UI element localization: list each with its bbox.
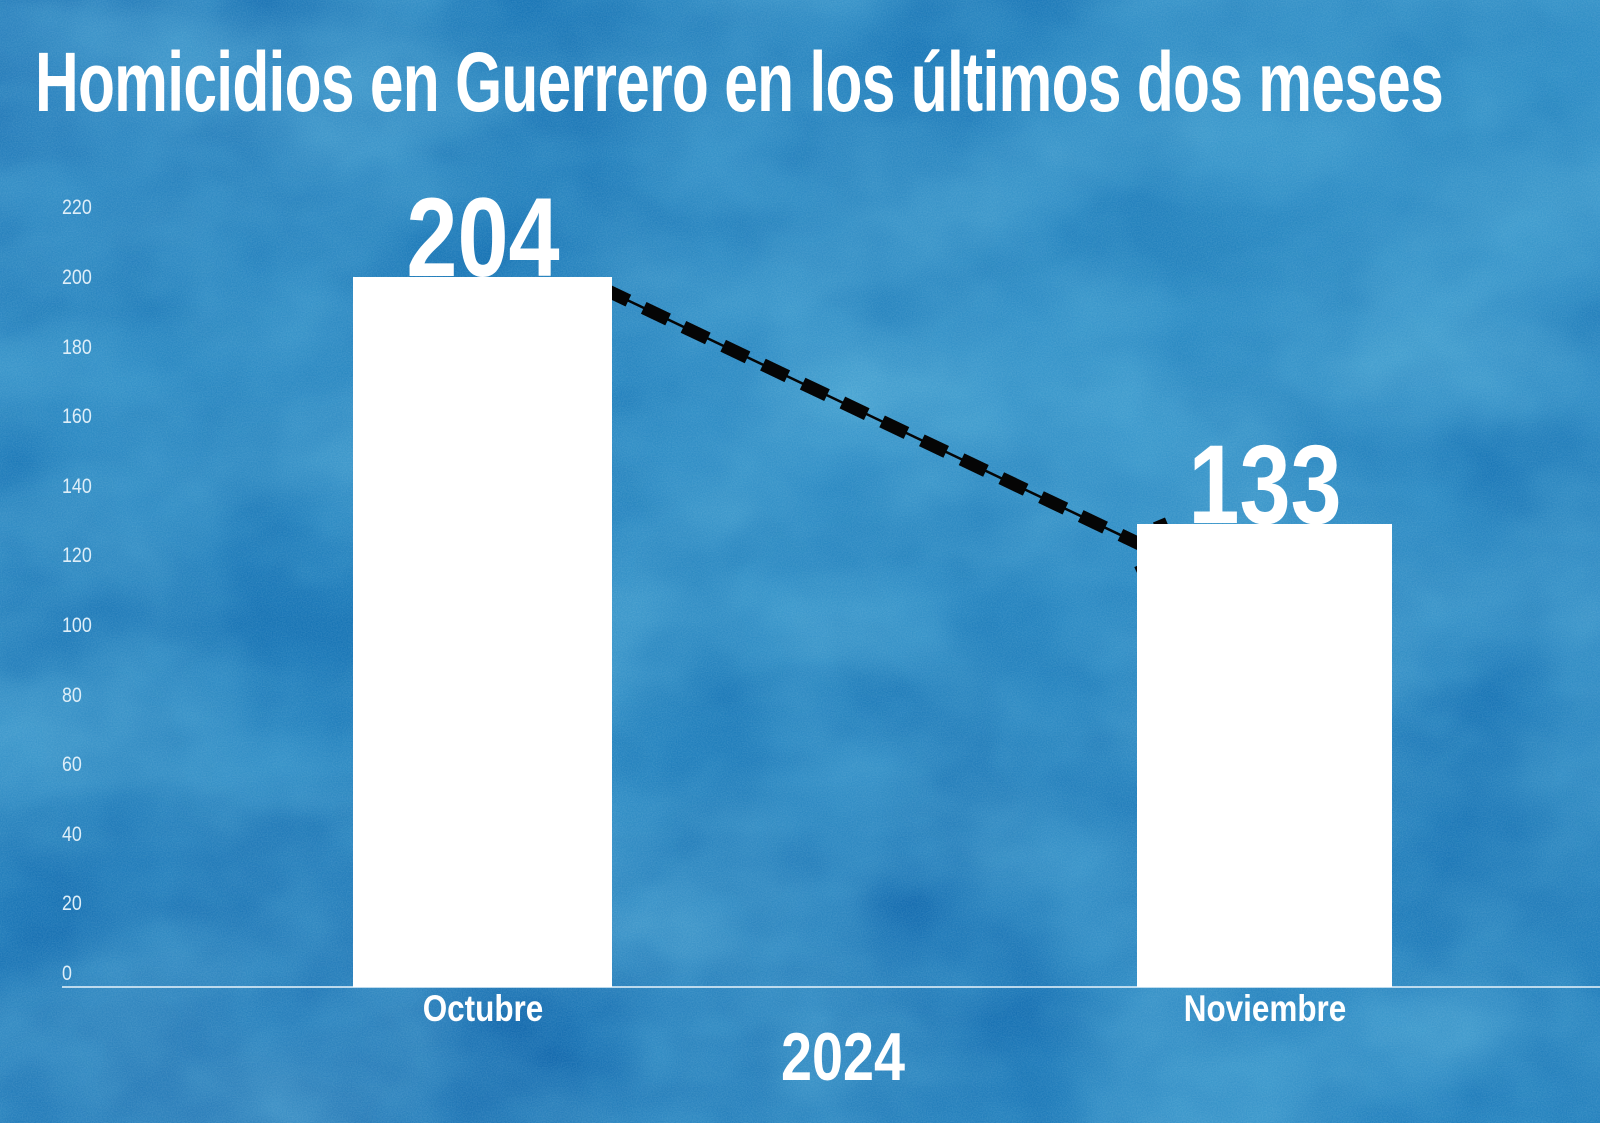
y-axis-tick-label: 220 — [62, 196, 92, 220]
x-axis-category-label: Noviembre — [1183, 988, 1346, 1029]
bar-value-label: 204 — [405, 175, 560, 301]
bar-octubre — [353, 277, 612, 987]
bar-noviembre — [1137, 524, 1392, 987]
y-axis-tick-label: 100 — [62, 614, 92, 637]
y-axis-tick-label: 40 — [62, 822, 82, 846]
bar-value-label: 133 — [1187, 422, 1342, 548]
y-axis-tick-label: 120 — [62, 544, 92, 568]
x-axis-line — [62, 986, 1600, 988]
y-axis-tick-label: 200 — [62, 266, 92, 289]
y-axis-tick-label: 180 — [62, 335, 92, 359]
y-axis-tick-label: 160 — [62, 405, 92, 429]
y-axis-tick-label: 80 — [62, 683, 82, 707]
y-axis-tick-label: 0 — [62, 962, 72, 985]
x-axis-category-label: Octubre — [422, 988, 543, 1029]
chart-title: Homicidios en Guerrero en los últimos do… — [35, 35, 1444, 129]
y-axis-tick-label: 20 — [62, 892, 82, 916]
y-axis-tick-label: 140 — [62, 474, 92, 498]
y-axis-tick-label: 60 — [62, 753, 82, 777]
x-axis-year-label: 2024 — [780, 1019, 906, 1095]
